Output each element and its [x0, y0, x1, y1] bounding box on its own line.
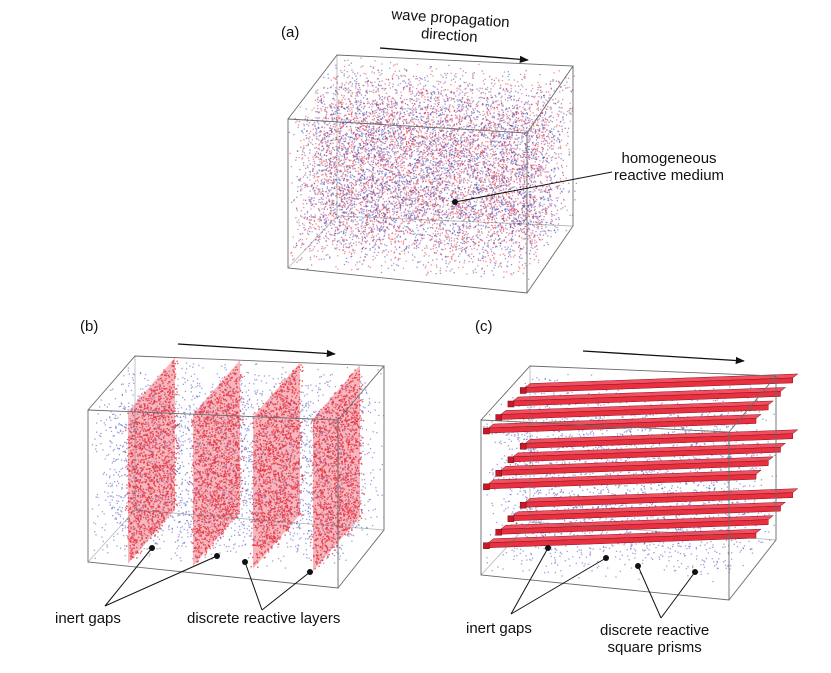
inert-gaps-annotation-c: inert gaps: [466, 620, 532, 637]
panel-b-label: (b): [80, 318, 98, 335]
inert-gaps-annotation-b: inert gaps: [55, 610, 121, 627]
prisms-annotation-line1: discrete reactive: [600, 622, 709, 639]
homogeneous-medium-particles: [289, 57, 577, 280]
prisms-annotation-line2: square prisms: [600, 639, 709, 656]
reactive-layers: [124, 358, 364, 571]
leader-dot-medium: [452, 199, 458, 205]
prisms-annotation: discrete reactive square prisms: [600, 622, 709, 657]
panel-c-label: (c): [475, 318, 493, 335]
propagation-arrow-b: [178, 344, 335, 354]
panel-c: [481, 351, 798, 618]
leader-lines-prisms-c: [635, 563, 698, 618]
medium-annotation: homogeneous reactive medium: [614, 150, 724, 185]
propagation-arrow-c: [583, 351, 744, 361]
panel-a: [288, 48, 612, 293]
panel-b: [88, 344, 385, 610]
reactive-layers-annotation: discrete reactive layers: [187, 610, 340, 627]
medium-annotation-line2: reactive medium: [614, 167, 724, 184]
medium-annotation-line1: homogeneous: [614, 150, 724, 167]
panel-a-label: (a): [281, 24, 299, 41]
